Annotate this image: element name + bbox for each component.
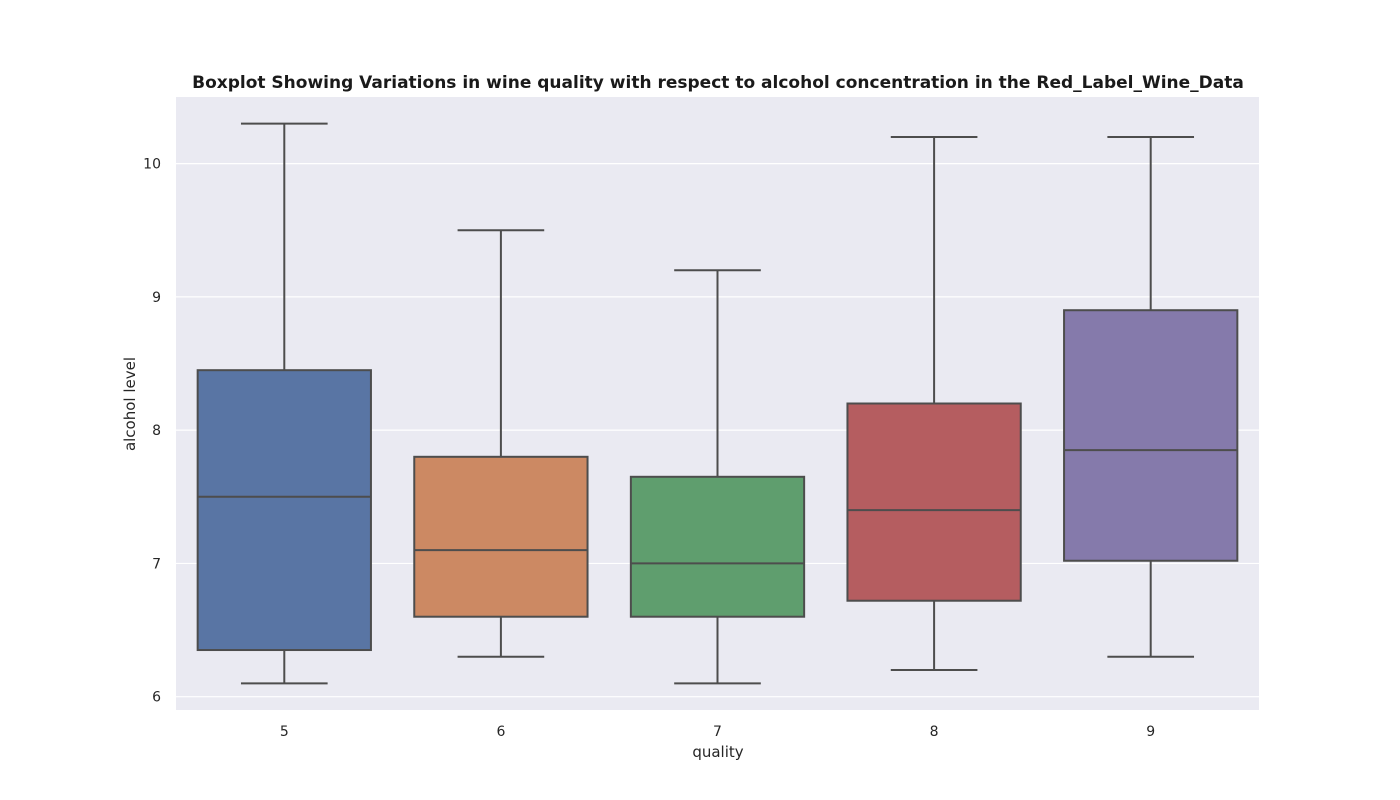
- x-axis-label: quality: [692, 743, 743, 761]
- x-tick-label: 9: [1146, 724, 1155, 740]
- chart-title: Boxplot Showing Variations in wine quali…: [192, 73, 1244, 93]
- x-tick-label: 8: [930, 724, 939, 740]
- box-group-quality-7: [629, 269, 806, 685]
- x-tick-label: 6: [496, 724, 505, 740]
- boxes: [196, 122, 1239, 685]
- x-tick-label: 5: [280, 724, 289, 740]
- y-tick-label: 10: [143, 157, 161, 173]
- y-tick-label: 8: [152, 423, 161, 439]
- box-group-quality-8: [846, 135, 1022, 672]
- box-iqr: [1063, 309, 1239, 562]
- y-axis-ticks: 6 7 8 9 10: [143, 157, 161, 706]
- box-iqr: [413, 455, 589, 618]
- box-iqr: [196, 369, 372, 652]
- y-tick-label: 9: [152, 290, 161, 306]
- box-group-quality-6: [413, 229, 589, 658]
- box-iqr: [846, 402, 1022, 602]
- box-group-quality-9: [1063, 135, 1239, 658]
- x-tick-label: 7: [713, 724, 722, 740]
- x-axis-ticks: 5 6 7 8 9: [280, 724, 1155, 740]
- box-group-quality-5: [196, 122, 372, 685]
- y-tick-label: 7: [152, 556, 161, 572]
- y-axis-label: alcohol level: [121, 357, 139, 451]
- y-tick-label: 6: [152, 690, 161, 706]
- box-iqr: [629, 475, 806, 618]
